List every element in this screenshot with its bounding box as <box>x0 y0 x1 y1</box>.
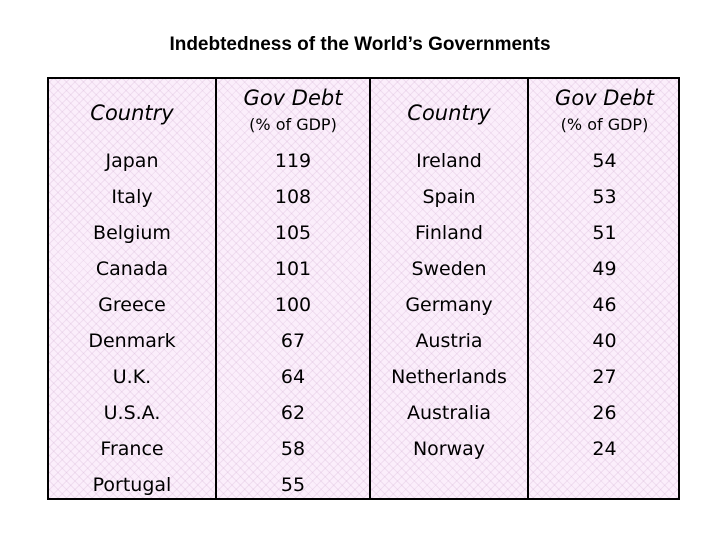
debt-value-cell: 26 <box>592 402 617 424</box>
debt-value-cell: 49 <box>592 258 617 280</box>
debt-value-cell: 55 <box>280 474 306 496</box>
debt-value-cell: 46 <box>592 294 617 316</box>
chart-title: Indebtedness of the World’s Governments <box>169 34 551 55</box>
header-debt-right: Gov Debt (% of GDP) <box>529 85 680 137</box>
column-divider <box>369 79 371 498</box>
debt-value-cell: 67 <box>280 330 306 352</box>
country-cell: Ireland <box>416 150 482 172</box>
country-cell: Canada <box>95 258 169 280</box>
country-cell: Sweden <box>411 258 487 280</box>
header-country-right: Country <box>407 101 491 125</box>
debt-value-cell: 54 <box>592 150 617 172</box>
country-cell: Portugal <box>92 474 172 496</box>
header-country-left: Country <box>90 101 174 125</box>
debt-value-cell: 119 <box>274 150 312 172</box>
country-cell: France <box>100 438 164 460</box>
header-debt-right-unit: (% of GDP) <box>560 115 649 134</box>
debt-value-cell: 58 <box>280 438 306 460</box>
country-cell: Netherlands <box>391 366 507 388</box>
country-cell: Spain <box>422 186 476 208</box>
country-cell: U.S.A. <box>103 402 161 424</box>
country-cell: Finland <box>415 222 483 244</box>
debt-value-cell: 24 <box>592 438 617 460</box>
country-cell: Greece <box>98 294 166 316</box>
debt-table: Country Gov Debt (% of GDP) Country Gov … <box>47 77 680 500</box>
debt-value-cell: 105 <box>274 222 312 244</box>
debt-value-cell: 40 <box>592 330 617 352</box>
column-divider <box>215 79 217 498</box>
country-cell: Denmark <box>88 330 176 352</box>
debt-value-cell: 62 <box>280 402 306 424</box>
country-cell: Norway <box>412 438 486 460</box>
country-cell: Germany <box>405 294 493 316</box>
header-debt-left-unit: (% of GDP) <box>249 115 337 134</box>
country-cell: Italy <box>111 186 153 208</box>
country-cell: Japan <box>105 150 159 172</box>
header-debt-right-title: Gov Debt <box>555 86 654 110</box>
debt-value-cell: 100 <box>274 294 312 316</box>
country-cell: U.K. <box>112 366 152 388</box>
debt-value-cell: 101 <box>274 258 312 280</box>
country-cell: Belgium <box>93 222 171 244</box>
debt-value-cell: 53 <box>592 186 617 208</box>
debt-value-cell: 64 <box>280 366 306 388</box>
header-debt-left-title: Gov Debt <box>243 86 343 110</box>
country-cell: Austria <box>415 330 483 352</box>
column-divider <box>527 79 529 498</box>
debt-value-cell: 27 <box>592 366 617 388</box>
debt-value-cell: 108 <box>274 186 312 208</box>
country-cell: Australia <box>406 402 492 424</box>
debt-value-cell: 51 <box>592 222 617 244</box>
header-debt-left: Gov Debt (% of GDP) <box>217 85 369 137</box>
